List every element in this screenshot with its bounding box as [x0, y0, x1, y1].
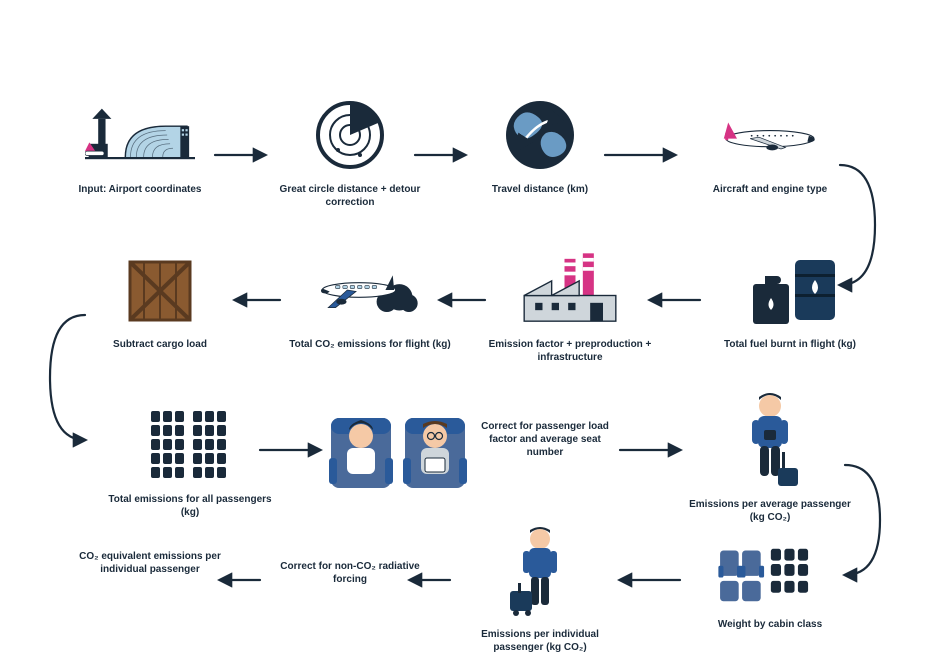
node-emission-factor: Emission factor + preproduction + infras…	[480, 250, 660, 364]
node-label: Travel distance (km)	[450, 183, 630, 196]
node-label: Aircraft and engine type	[680, 183, 860, 196]
crate-icon	[105, 250, 215, 330]
node-avg-passenger-emissions: Emissions per average passenger (kg CO₂)	[680, 390, 860, 524]
node-label: Input: Airport coordinates	[50, 183, 230, 196]
node-label: Weight by cabin class	[680, 618, 860, 631]
passenger-standing-icon	[715, 390, 825, 490]
node-label: Emissions per individual passenger (kg C…	[450, 628, 630, 654]
node-aircraft-type: Aircraft and engine type	[680, 95, 860, 196]
node-radiative-forcing: Correct for non-CO₂ radiative forcing	[260, 560, 440, 586]
node-weight-cabin-class: Weight by cabin class	[680, 540, 860, 631]
node-label: Total fuel burnt in flight (kg)	[700, 338, 880, 351]
cabin-class-icon	[715, 540, 825, 610]
node-individual-passenger: Emissions per individual passenger (kg C…	[450, 525, 630, 654]
fuel-icon	[735, 250, 845, 330]
node-label: Total emissions for all passengers (kg)	[100, 493, 280, 519]
node-label: Subtract cargo load	[70, 338, 250, 351]
factory-icon	[515, 250, 625, 330]
node-label: Emissions per average passenger (kg CO₂)	[680, 498, 860, 524]
passenger-individual-icon	[485, 525, 595, 620]
node-label: Great circle distance + detour correctio…	[260, 183, 440, 209]
plane-smoke-icon	[315, 250, 425, 330]
node-label: Total CO₂ emissions for flight (kg)	[280, 338, 460, 351]
radar-icon	[295, 95, 405, 175]
node-fuel-burnt: Total fuel burnt in flight (kg)	[700, 250, 880, 351]
passengers-seated-icon	[325, 400, 475, 500]
node-subtract-cargo: Subtract cargo load	[70, 250, 250, 351]
node-co2-equivalent: CO₂ equivalent emissions per individual …	[60, 550, 240, 576]
aircraft-icon	[715, 95, 825, 175]
node-passengers-seated	[320, 400, 480, 508]
seat-grid-icon	[135, 405, 245, 485]
node-label: Emission factor + preproduction + infras…	[480, 338, 660, 364]
node-label: CO₂ equivalent emissions per individual …	[60, 550, 240, 576]
node-correct-load-factor: Correct for passenger load factor and av…	[470, 420, 620, 459]
globe-icon	[485, 95, 595, 175]
node-total-co2: Total CO₂ emissions for flight (kg)	[280, 250, 460, 351]
node-great-circle: Great circle distance + detour correctio…	[260, 95, 440, 209]
node-label: Correct for passenger load factor and av…	[470, 420, 620, 459]
node-label: Correct for non-CO₂ radiative forcing	[260, 560, 440, 586]
airport-icon	[85, 95, 195, 175]
flowchart-stage: Input: Airport coordinates Great circle …	[0, 0, 930, 658]
node-total-passenger-emissions: Total emissions for all passengers (kg)	[100, 405, 280, 519]
node-travel-distance: Travel distance (km)	[450, 95, 630, 196]
node-airport-coordinates: Input: Airport coordinates	[50, 95, 230, 196]
